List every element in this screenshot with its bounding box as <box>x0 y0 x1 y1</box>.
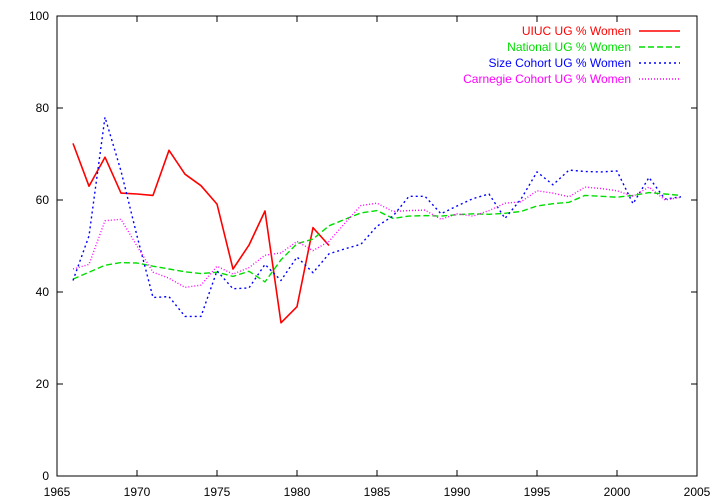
y-tick-label: 60 <box>36 193 50 207</box>
y-tick-label: 100 <box>29 9 49 23</box>
y-tick-label: 80 <box>36 101 50 115</box>
x-tick-label: 1970 <box>124 485 151 499</box>
y-tick-label: 40 <box>36 285 50 299</box>
series-layer <box>72 116 682 324</box>
legend-label: UIUC UG % Women <box>522 24 631 38</box>
y-tick-label: 20 <box>36 377 50 391</box>
x-tick-label: 1965 <box>44 485 71 499</box>
legend-label: National UG % Women <box>507 40 631 54</box>
x-tick-label: 2000 <box>604 485 631 499</box>
series-line-3 <box>72 186 682 289</box>
legend: UIUC UG % Women National UG % Women Size C… <box>463 24 680 86</box>
x-tick-label: 2005 <box>684 485 711 499</box>
x-tick-label: 1975 <box>204 485 231 499</box>
x-tick-label: 1995 <box>524 485 551 499</box>
legend-label: Size Cohort UG % Women <box>489 56 632 70</box>
axis-ticks: 1965 1970 1975 1980 1985 1990 1995 2000 2005 0 20 4… <box>29 9 711 499</box>
x-tick-label: 1985 <box>364 485 391 499</box>
series-line-2 <box>72 116 682 318</box>
series-line-0 <box>72 143 330 324</box>
y-tick-label: 0 <box>42 469 49 483</box>
x-tick-label: 1990 <box>444 485 471 499</box>
legend-label: Carnegie Cohort UG % Women <box>463 72 631 86</box>
x-tick-label: 1980 <box>284 485 311 499</box>
series-line-1 <box>72 191 682 283</box>
